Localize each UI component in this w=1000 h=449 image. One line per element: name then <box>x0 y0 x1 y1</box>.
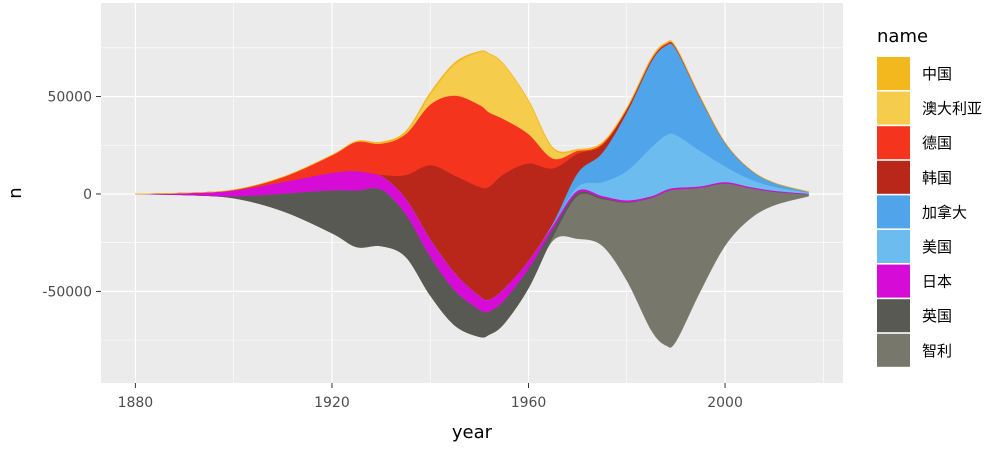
x-tick-label: 1920 <box>314 395 350 411</box>
legend-label: 智利 <box>922 342 952 360</box>
legend-label: 韩国 <box>922 169 952 187</box>
legend-swatch <box>877 126 910 160</box>
stream-area <box>135 40 809 195</box>
legend-label: 美国 <box>922 238 952 256</box>
y-tick-label: 50000 <box>47 90 92 106</box>
y-axis-label: n <box>5 187 26 198</box>
x-tick-label: 1960 <box>511 395 547 411</box>
x-tick-label: 2000 <box>707 395 743 411</box>
legend-label: 英国 <box>922 307 952 325</box>
x-axis-label: year <box>452 422 493 443</box>
legend-swatch <box>877 195 910 229</box>
legend-label: 澳大利亚 <box>922 100 982 118</box>
legend-label: 加拿大 <box>922 203 967 221</box>
legend-swatch <box>877 333 910 367</box>
legend-swatch <box>877 299 910 333</box>
legend-label: 中国 <box>922 65 952 83</box>
stream-areas <box>135 40 809 348</box>
legend-swatch <box>877 57 910 90</box>
y-axis: -50000 0 50000 <box>42 90 101 300</box>
legend-swatch <box>877 264 910 298</box>
legend-title: name <box>877 26 928 47</box>
y-tick-label: 0 <box>83 187 92 203</box>
legend-label: 德国 <box>922 134 952 152</box>
x-tick-label: 1880 <box>118 395 154 411</box>
legend-swatch <box>877 230 910 263</box>
legend-label: 日本 <box>922 273 952 291</box>
legend-swatch <box>877 160 910 194</box>
legend-swatch <box>877 91 910 125</box>
y-tick-label: -50000 <box>42 284 92 300</box>
x-axis: 1880 1920 1960 2000 <box>118 383 743 411</box>
